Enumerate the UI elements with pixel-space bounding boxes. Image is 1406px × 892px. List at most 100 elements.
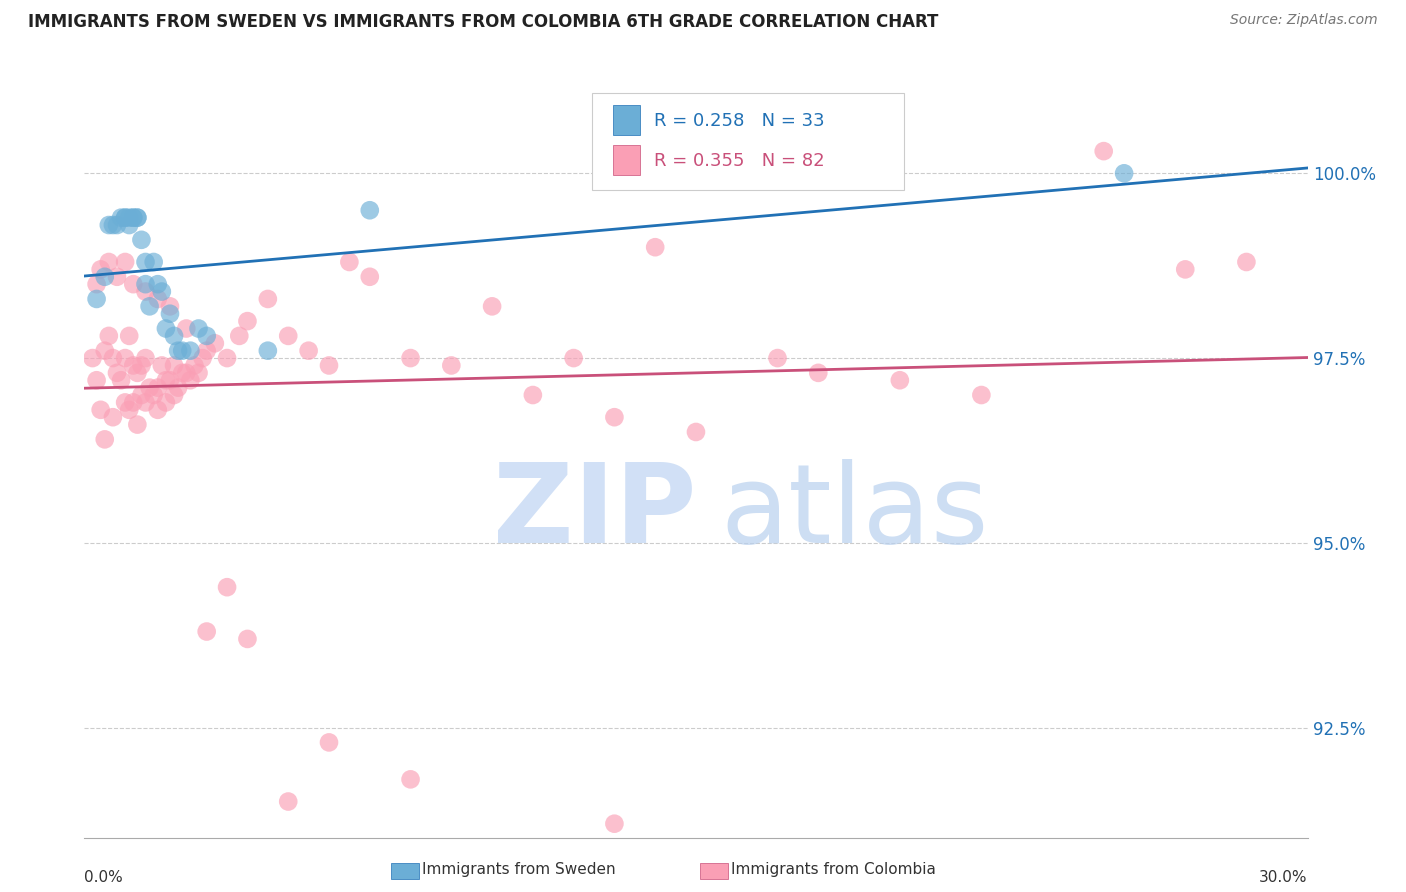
Point [135, 255, 157, 269]
Point [399, 772, 422, 787]
Point [1174, 262, 1197, 277]
Point [110, 211, 132, 225]
Point [172, 366, 194, 380]
Point [90, 402, 112, 417]
Point [339, 255, 361, 269]
Point [82, 351, 104, 365]
Point [122, 395, 145, 409]
Bar [613, 145, 640, 175]
Point [159, 307, 181, 321]
Point [970, 388, 993, 402]
Point [138, 381, 160, 395]
Point [163, 388, 186, 402]
Text: 30.0%: 30.0% [1260, 870, 1308, 885]
Point [172, 343, 194, 358]
Point [183, 359, 205, 373]
Text: Immigrants from Colombia: Immigrants from Colombia [731, 863, 936, 877]
Point [187, 321, 209, 335]
Point [277, 795, 299, 809]
Point [195, 624, 218, 639]
Point [179, 343, 201, 358]
Point [110, 373, 132, 387]
Point [217, 580, 239, 594]
Point [138, 299, 160, 313]
Point [1236, 255, 1258, 269]
Point [114, 395, 136, 409]
FancyBboxPatch shape [592, 94, 904, 191]
Point [298, 343, 321, 358]
Text: 0.0%: 0.0% [84, 870, 124, 885]
Point [105, 269, 128, 284]
Bar [613, 105, 640, 135]
Point [150, 285, 173, 299]
Point [90, 262, 112, 277]
Point [163, 329, 186, 343]
Text: atlas: atlas [720, 459, 988, 566]
Text: Immigrants from Sweden: Immigrants from Sweden [422, 863, 616, 877]
Point [105, 366, 128, 380]
Point [146, 292, 169, 306]
Point [93, 269, 115, 284]
Point [359, 203, 381, 218]
Point [122, 359, 145, 373]
Point [146, 402, 169, 417]
Point [86, 373, 108, 387]
Point [159, 299, 181, 313]
Point [195, 343, 218, 358]
Point [131, 388, 153, 402]
Point [101, 410, 124, 425]
Point [163, 359, 186, 373]
Point [257, 292, 280, 306]
Point [114, 211, 136, 225]
Point [318, 359, 340, 373]
Point [766, 351, 789, 365]
Point [142, 255, 165, 269]
Point [848, 166, 870, 180]
Point [1092, 144, 1115, 158]
Point [191, 351, 214, 365]
Point [236, 314, 259, 328]
Point [97, 255, 120, 269]
Point [118, 402, 141, 417]
Point [127, 417, 149, 432]
Point [167, 381, 190, 395]
Point [142, 388, 165, 402]
Point [122, 277, 145, 292]
Point [146, 381, 169, 395]
Point [114, 351, 136, 365]
Point [122, 211, 145, 225]
Point [93, 433, 115, 447]
Point [114, 211, 136, 225]
Point [318, 735, 340, 749]
Point [127, 211, 149, 225]
Point [1114, 166, 1136, 180]
Point [174, 321, 197, 335]
Point [807, 366, 830, 380]
Point [118, 329, 141, 343]
Point [127, 366, 149, 380]
Point [155, 395, 177, 409]
Text: R = 0.355   N = 82: R = 0.355 N = 82 [654, 152, 825, 170]
Point [187, 366, 209, 380]
Point [159, 373, 181, 387]
Point [105, 218, 128, 232]
Point [174, 366, 197, 380]
Point [114, 255, 136, 269]
Point [101, 351, 124, 365]
Point [204, 336, 226, 351]
Point [522, 388, 544, 402]
Text: ZIP: ZIP [492, 459, 696, 566]
Point [195, 329, 218, 343]
Point [167, 343, 190, 358]
Point [122, 211, 145, 225]
Point [359, 269, 381, 284]
Point [135, 395, 157, 409]
Point [118, 218, 141, 232]
Point [155, 321, 177, 335]
Point [257, 343, 280, 358]
Text: R = 0.258   N = 33: R = 0.258 N = 33 [654, 112, 825, 129]
Point [179, 373, 201, 387]
Point [135, 351, 157, 365]
Point [131, 233, 153, 247]
Point [118, 211, 141, 225]
